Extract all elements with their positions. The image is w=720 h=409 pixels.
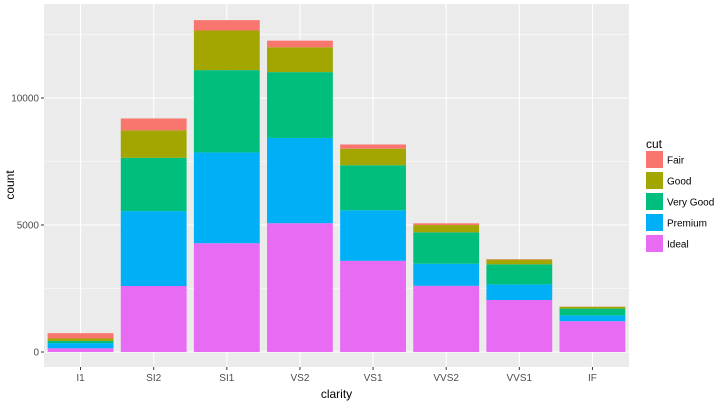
legend-key-premium [646, 214, 663, 231]
y-tick-label: 0 [33, 348, 39, 359]
bar-if-good [560, 307, 626, 309]
bar-vs2-very-good [267, 72, 333, 138]
legend-key-good [646, 172, 663, 189]
bar-vvs1-ideal [486, 300, 552, 352]
legend-key-very-good [646, 193, 663, 210]
x-tick-label: I1 [76, 373, 85, 384]
y-axis: 0 5000 10000 [11, 94, 44, 359]
bar-vs2-premium [267, 138, 333, 223]
bar-vs2-ideal [267, 223, 333, 352]
bar-vs2-fair [267, 41, 333, 48]
bar-i1-fair [48, 333, 114, 338]
legend-label: Ideal [667, 240, 689, 251]
x-tick-label: SI2 [146, 373, 161, 384]
legend-label: Premium [667, 219, 707, 230]
legend-label: Fair [667, 156, 685, 167]
bar-vvs1-premium [486, 284, 552, 300]
bar-vs1-ideal [340, 261, 406, 352]
x-tick-label: VVS1 [507, 373, 533, 384]
bar-si2-very-good [121, 158, 187, 211]
bar-si2-fair [121, 118, 187, 130]
bar-vvs2-premium [413, 264, 479, 286]
bar-if-very-good [560, 309, 626, 316]
bar-vs1-premium [340, 210, 406, 261]
bar-vs1-very-good [340, 165, 406, 210]
legend-title: cut [646, 137, 663, 151]
x-tick-label: VS1 [364, 373, 383, 384]
y-tick-label: 5000 [17, 221, 40, 232]
bar-vvs2-fair [413, 223, 479, 225]
y-tick-label: 10000 [11, 94, 39, 105]
legend-label: Good [667, 177, 691, 188]
bar-si1-fair [194, 20, 260, 30]
bar-vvs1-very-good [486, 264, 552, 284]
bar-si1-ideal [194, 243, 260, 352]
x-tick-label: VVS2 [433, 373, 459, 384]
bar-si1-premium [194, 152, 260, 243]
bar-vvs2-good [413, 225, 479, 232]
x-axis: I1 SI2 SI1 VS2 VS1 VVS2 VVS1 IF [76, 367, 596, 384]
legend: cut Fair Good Very Good Premium Ideal [646, 137, 714, 252]
bar-i1-ideal [48, 348, 114, 352]
bar-if-ideal [560, 321, 626, 352]
bar-si1-good [194, 31, 260, 71]
legend-key-fair [646, 151, 663, 168]
bar-si1-very-good [194, 70, 260, 152]
bar-si2-ideal [121, 286, 187, 352]
x-tick-label: SI1 [219, 373, 234, 384]
bar-vvs1-good [486, 260, 552, 265]
legend-key-ideal [646, 235, 663, 252]
bar-si2-good [121, 130, 187, 157]
y-axis-title: count [3, 170, 17, 200]
bar-i1-premium [48, 343, 114, 348]
bar-vs2-good [267, 47, 333, 72]
bar-if-premium [560, 315, 626, 321]
bar-si2-premium [121, 211, 187, 286]
bar-vvs2-very-good [413, 232, 479, 263]
x-tick-label: VS2 [290, 373, 309, 384]
bar-i1-good [48, 339, 114, 341]
legend-label: Very Good [667, 198, 714, 209]
bar-i1-very-good [48, 341, 114, 343]
x-tick-label: IF [588, 373, 597, 384]
bar-vs1-good [340, 149, 406, 165]
bar-vs1-fair [340, 144, 406, 148]
x-axis-title: clarity [321, 387, 352, 401]
bar-vvs2-ideal [413, 286, 479, 352]
